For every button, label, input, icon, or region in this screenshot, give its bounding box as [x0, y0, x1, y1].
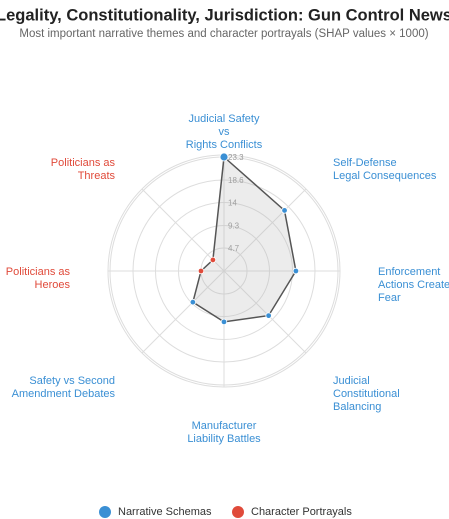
- r-tick-label: 14: [228, 199, 237, 208]
- category-label: Balancing: [333, 401, 381, 413]
- legend-label: Narrative Schemas: [118, 506, 212, 518]
- r-tick-label: 9.3: [228, 222, 240, 231]
- radar-point: [197, 267, 205, 275]
- category-label: Fear: [378, 292, 401, 304]
- legend-label: Character Portrayals: [251, 506, 352, 518]
- radar-point: [292, 267, 300, 275]
- radar-point: [219, 152, 229, 162]
- r-tick-label: 23.3: [228, 153, 244, 162]
- category-label: Judicial: [333, 375, 370, 387]
- category-label: Safety vs Second: [29, 375, 115, 387]
- legend-swatch: [99, 506, 111, 518]
- chart-title: Legality, Constitutionality, Jurisdictio…: [0, 6, 449, 24]
- category-label: Actions Create: [378, 279, 449, 291]
- radar-point: [281, 207, 288, 214]
- category-label: Manufacturer: [192, 420, 257, 432]
- category-label: vs: [219, 126, 231, 138]
- category-label: Politicians as: [51, 157, 116, 169]
- radar-point: [189, 298, 197, 306]
- grid-spoke: [141, 188, 225, 272]
- radar-point: [265, 312, 272, 319]
- legend-swatch: [232, 506, 244, 518]
- radar-point: [220, 318, 228, 326]
- chart-subtitle: Most important narrative themes and char…: [19, 28, 428, 40]
- radar-point: [209, 256, 217, 264]
- category-label: Judicial Safety: [189, 113, 260, 125]
- category-label: Amendment Debates: [12, 388, 116, 400]
- grid-spoke: [223, 270, 307, 354]
- r-tick-label: 4.7: [228, 244, 240, 253]
- category-label: Liability Battles: [187, 433, 261, 445]
- grid-spoke: [141, 270, 225, 354]
- category-label: Enforcement: [378, 266, 440, 278]
- category-label: Politicians as: [6, 266, 71, 278]
- category-label: Heroes: [35, 279, 71, 291]
- grid-spoke: [223, 188, 307, 272]
- r-tick-label: 18.6: [228, 176, 244, 185]
- category-label: Rights Conflicts: [186, 139, 263, 151]
- category-label: Threats: [78, 170, 116, 182]
- category-label: Legal Consequences: [333, 170, 437, 182]
- category-label: Constitutional: [333, 388, 400, 400]
- category-label: Self-Defense: [333, 157, 397, 169]
